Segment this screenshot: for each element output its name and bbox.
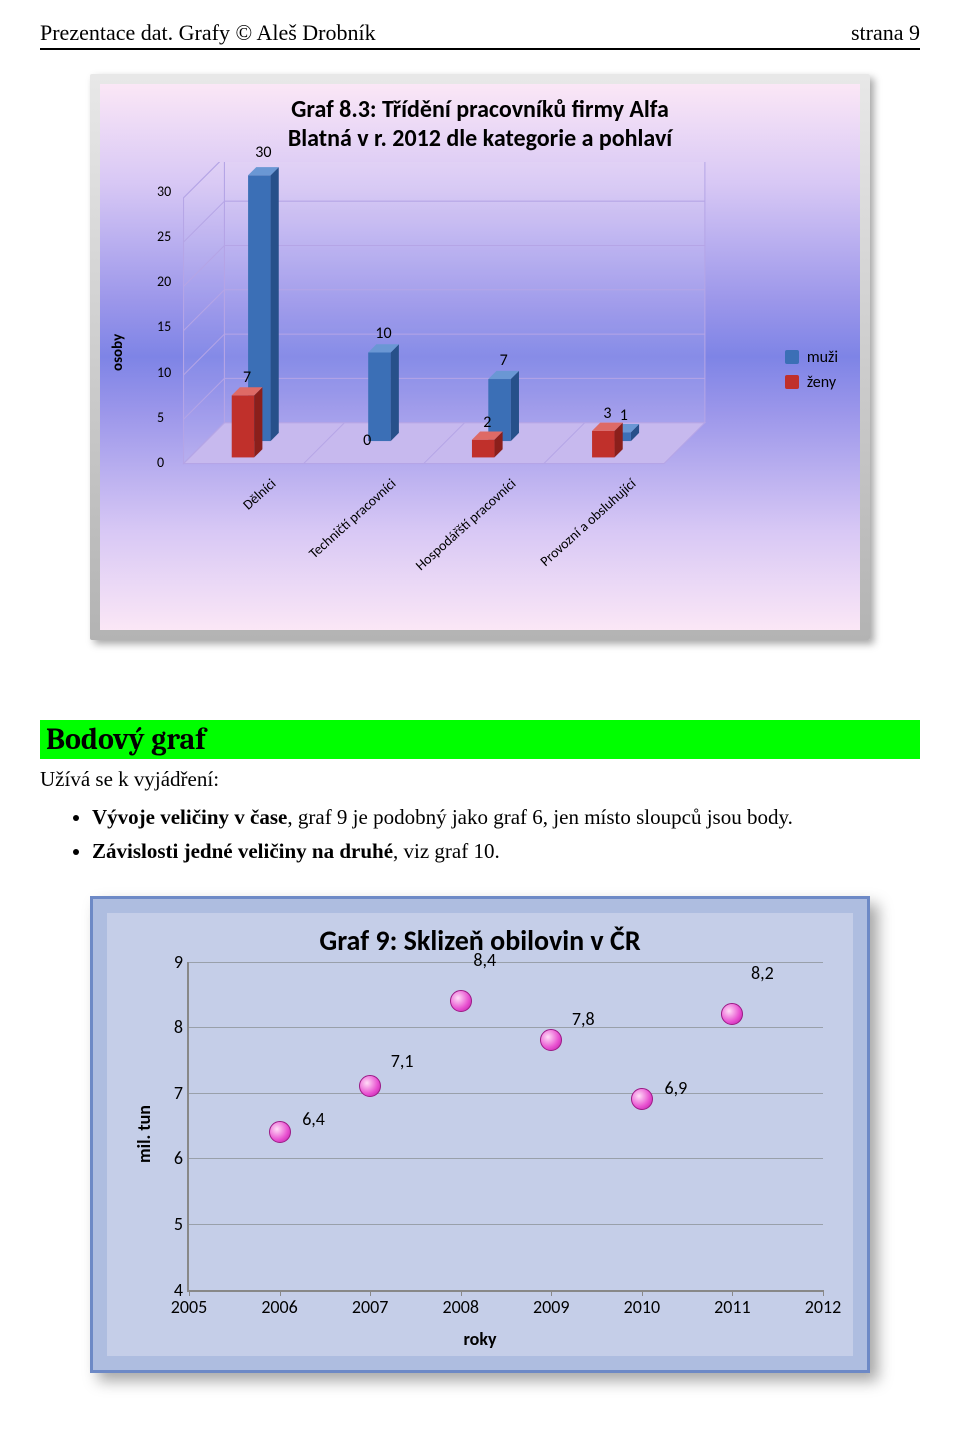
bar3d-title: Graf 8.3: Třídění pracovníků firmy Alfa … [112,96,848,154]
scatter-point-label: 7,1 [391,1050,414,1072]
section-intro: Užívá se k vyjádření: [40,765,920,793]
bar3d-value: 7 [243,368,251,387]
scatter-point [450,990,472,1012]
scatter-ytick: 8 [157,1016,183,1038]
scatter-ytick: 5 [157,1213,183,1235]
scatter-xlabel: roky [117,1328,843,1350]
scatter-card: Graf 9: Sklizeň obilovin v ČR mil. tun 4… [90,896,870,1373]
bar3d-value: 10 [375,324,391,343]
scatter-point [631,1088,653,1110]
scatter-xtick: 2010 [624,1296,661,1318]
bar3d-ytick: 10 [157,364,171,381]
section-heading: Bodový graf [40,720,920,759]
bar3d-value: 1 [620,406,628,425]
scatter-xtick: 2007 [352,1296,389,1318]
bar3d-ytick: 30 [157,183,171,200]
bar3d-ytick: 5 [157,409,164,426]
scatter-point [540,1029,562,1051]
header-right: strana 9 [851,20,920,46]
scatter-xtick: 2012 [805,1296,842,1318]
scatter-point [269,1121,291,1143]
scatter-ytick: 9 [157,951,183,973]
scatter-ytick: 6 [157,1147,183,1169]
scatter-xtick: 2006 [261,1296,298,1318]
scatter-xtick: 2008 [442,1296,479,1318]
bar3d-value: 0 [363,431,371,450]
scatter-point-label: 7,8 [572,1008,595,1030]
bar3d-card: Graf 8.3: Třídění pracovníků firmy Alfa … [90,74,870,640]
scatter-frame: Graf 9: Sklizeň obilovin v ČR mil. tun 4… [93,899,867,1370]
scatter-point-label: 6,9 [664,1077,687,1099]
bar3d-value: 3 [603,404,611,423]
scatter-ylabel: mil. tun [133,1105,155,1163]
bar3d-value: 30 [255,143,271,162]
bar3d-ytick: 0 [157,454,164,471]
scatter-point [359,1075,381,1097]
bar3d-title-line1: Graf 8.3: Třídění pracovníků firmy Alfa [291,95,669,124]
bar3d-value: 7 [500,351,508,370]
bar3d-ytick: 25 [157,228,171,245]
bar3d-ytick: 15 [157,318,171,335]
scatter-point-label: 8,4 [473,949,496,971]
bar3d-title-line2: Blatná v r. 2012 dle kategorie a pohlaví [288,124,672,153]
scatter-xtick: 2011 [714,1296,751,1318]
scatter-xtick: 2005 [171,1296,208,1318]
scatter-point-label: 8,2 [751,962,774,984]
scatter-ytick: 7 [157,1082,183,1104]
scatter-xtick: 2009 [533,1296,570,1318]
header-left: Prezentace dat. Grafy © Aleš Drobník [40,20,376,46]
scatter-plot: 456789200520062007200820092010201120126,… [187,962,823,1292]
bullet-list: Vývoje veličiny v čase, graf 9 je podobn… [40,803,920,866]
page-header: Prezentace dat. Grafy © Aleš Drobník str… [40,20,920,50]
scatter-point-label: 6,4 [302,1108,325,1130]
bar3d-ytick: 20 [157,273,171,290]
bullet-item: Závislosti jedné veličiny na druhé, viz … [92,837,920,865]
bar3d-plot: Graf 8.3: Třídění pracovníků firmy Alfa … [100,84,860,630]
bar3d-value: 2 [483,413,491,432]
scatter-point [721,1003,743,1025]
bullet-item: Vývoje veličiny v čase, graf 9 je podobn… [92,803,920,831]
